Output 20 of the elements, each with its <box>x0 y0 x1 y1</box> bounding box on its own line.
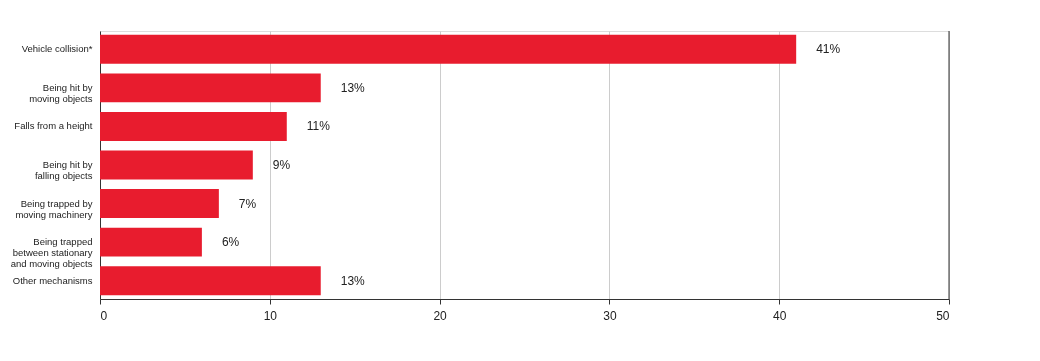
data-label: 7% <box>238 196 257 211</box>
y-tick-label: Vehicle collision* <box>21 43 93 55</box>
y-tick-label: Being hit by moving objects <box>29 81 93 104</box>
data-label: 41% <box>816 42 841 57</box>
x-tick-label: 10 <box>263 308 278 323</box>
x-tick-label: 50 <box>936 308 950 323</box>
y-tick-label: Other mechanisms <box>12 274 93 286</box>
data-label: 6% <box>221 235 240 250</box>
x-tick-label: 0 <box>100 308 108 323</box>
x-tick-label: 20 <box>433 308 448 323</box>
y-tick-label: Being hit by falling objects <box>34 159 93 181</box>
x-tick-label: 40 <box>773 308 787 323</box>
data-label: 9% <box>272 158 291 172</box>
x-tick-label: 30 <box>603 308 617 323</box>
data-label: 11% <box>306 119 331 134</box>
y-tick-label: Being trapped by moving machinery <box>15 197 93 220</box>
y-tick-label: Falls from a height <box>14 120 93 132</box>
data-label: 13% <box>340 273 366 288</box>
y-tick-label: Being trapped between stationary and moving objects <box>10 236 93 270</box>
data-label: 13% <box>340 80 366 95</box>
